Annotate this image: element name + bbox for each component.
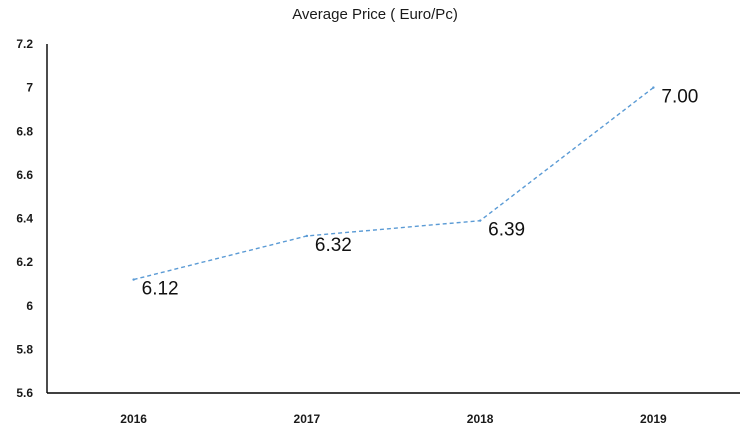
series-line [133,87,654,281]
y-tick-label: 6.8 [16,124,33,138]
x-tick-label: 2016 [120,412,147,426]
data-point [652,86,655,89]
y-axis-ticks: 5.6 5.8 6 6.2 6.4 6.6 6.8 7 7.2 [16,37,33,400]
y-tick-label: 6.6 [16,168,33,182]
data-label: 6.32 [315,235,352,256]
y-tick-label: 5.6 [16,386,33,400]
data-points [132,86,655,281]
y-tick-label: 5.8 [16,342,33,356]
x-tick-label: 2018 [467,412,494,426]
y-tick-label: 7 [26,81,33,95]
y-tick-label: 6.2 [16,255,33,269]
series-group [133,87,654,281]
data-point [132,278,135,281]
data-labels: 6.12 6.32 6.39 7.00 [142,87,699,300]
x-tick-label: 2019 [640,412,667,426]
data-label: 6.12 [142,279,179,300]
data-label: 7.00 [661,87,698,108]
y-tick-label: 6.4 [16,212,33,226]
x-tick-label: 2017 [294,412,321,426]
y-tick-label: 7.2 [16,37,33,51]
x-axis-ticks: 2016 2017 2018 2019 [120,412,667,426]
y-tick-label: 6 [26,299,33,313]
data-label: 6.39 [488,220,525,241]
chart-title: Average Price ( Euro/Pc) [292,6,458,23]
data-point [305,234,309,238]
data-point [478,219,482,222]
